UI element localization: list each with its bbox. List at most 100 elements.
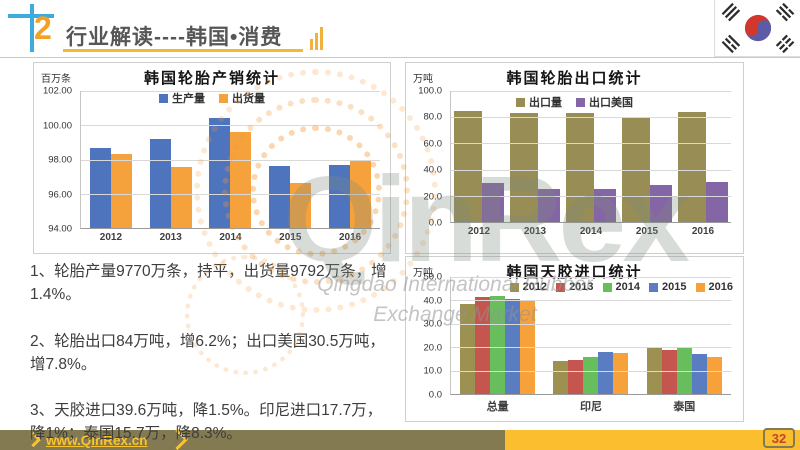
plot-area: 2012 2013 2014 2015 2016 — [80, 91, 380, 243]
bar-出货量-2013 — [170, 167, 192, 228]
gridline — [81, 193, 380, 195]
bar-出口量-2013 — [510, 112, 538, 222]
gridline — [81, 91, 380, 92]
chart-panel-rubber-imports: 万吨 韩国天胶进口统计 2012 2013 2014 2015 2016 50.0 40.… — [405, 256, 744, 422]
chart-legend: 生产量 出货量 — [34, 90, 390, 106]
legend-item: 2014 — [602, 281, 641, 293]
legend-label: 2016 — [708, 281, 733, 293]
x-tick-label: 印尼 — [579, 401, 602, 413]
legend-label: 2012 — [522, 281, 548, 293]
y-tick-label: 60.0 — [423, 138, 443, 150]
legend-item: 出货量 — [219, 90, 265, 106]
bars-row — [209, 91, 252, 228]
x-tick-label: 泰国 — [673, 401, 696, 413]
y-axis-unit: 百万条 — [41, 74, 71, 85]
bar-2013-总量 — [475, 296, 491, 394]
legend-item: 2012 — [509, 281, 548, 293]
y-tick-label: 100.00 — [42, 120, 72, 131]
gridline — [451, 323, 731, 325]
legend-label: 出口美国 — [589, 97, 633, 109]
y-tick-label: 94.00 — [48, 223, 72, 235]
page-title: 行业解读----韩国•消费 — [66, 26, 283, 49]
legend-item: 出口量 — [516, 94, 562, 110]
gridline — [451, 169, 731, 171]
legend-item: 出口美国 — [576, 94, 633, 110]
chart-title: 韩国天胶进口统计 — [506, 264, 643, 281]
gridline — [81, 159, 380, 161]
legend-swatch — [219, 93, 228, 103]
bar-出货量-2012 — [110, 154, 132, 228]
bar-出口美国-2015 — [650, 184, 672, 222]
x-tick-label: 2014 — [219, 232, 242, 243]
bars-row — [149, 91, 192, 228]
bar-2013-印尼 — [568, 360, 584, 394]
bar-出口量-2012 — [454, 110, 482, 222]
chart-title: 韩国轮胎出口统计 — [506, 70, 643, 87]
bar-生产量-2012 — [89, 147, 111, 228]
footer-url[interactable]: www.QinRex.cn — [46, 432, 148, 448]
bar-groups: 总量 印尼 泰国 — [451, 277, 731, 413]
bars-row — [553, 277, 629, 394]
bar-group: 2014 — [566, 91, 616, 237]
x-tick-label: 2015 — [279, 232, 302, 243]
footer-bar-right — [505, 430, 800, 450]
x-tick-label: 2012 — [99, 232, 123, 243]
bar-group: 印尼 — [553, 277, 629, 413]
y-tick-label: 0.0 — [428, 217, 442, 229]
bar-生产量-2013 — [149, 138, 171, 228]
chart-legend: 出口量 出口美国 — [406, 94, 743, 110]
x-tick-label: 2013 — [159, 232, 182, 243]
bars-row — [454, 91, 504, 222]
x-tick-label: 2014 — [579, 226, 603, 237]
chart-legend: 2012 2013 2014 2015 2016 — [509, 281, 733, 293]
y-tick-label: 96.00 — [48, 189, 72, 200]
bar-group: 2013 — [149, 91, 192, 243]
legend-item: 2013 — [556, 281, 594, 293]
gridline — [451, 370, 731, 372]
legend-label: 2015 — [662, 281, 687, 293]
legend-swatch — [576, 97, 585, 107]
bar-出货量-2014 — [230, 132, 252, 228]
bar-出口量-2016 — [678, 111, 706, 222]
gridline — [451, 195, 731, 197]
bar-2014-总量 — [490, 295, 506, 394]
bars-row — [622, 91, 672, 222]
bar-groups: 2012 2013 2014 2015 2016 — [451, 91, 731, 237]
bar-出口美国-2014 — [594, 189, 616, 222]
bar-2012-印尼 — [553, 361, 569, 394]
legend-item: 2016 — [695, 281, 733, 293]
legend-item: 2015 — [649, 281, 687, 293]
title-underline — [63, 49, 303, 52]
x-tick-label: 2013 — [523, 226, 547, 237]
bars-row — [510, 91, 560, 222]
bars-icon — [310, 26, 330, 50]
note-item: 2、轮胎出口84万吨，增6.2%；出口美国30.5万吨，增7.8%。 — [30, 332, 385, 373]
header-separator — [0, 57, 800, 58]
gridline — [451, 117, 731, 119]
gridline — [451, 277, 731, 278]
gridline — [81, 125, 380, 127]
note-item: 1、轮胎产量9770万条，持平，出货量9792万条，增1.4%。 — [30, 263, 387, 304]
y-tick-label: 40.0 — [423, 164, 443, 176]
bar-生产量-2016 — [329, 164, 351, 228]
gridline — [451, 143, 731, 145]
bar-2015-总量 — [505, 299, 521, 394]
y-tick-label: 0.0 — [428, 389, 442, 401]
y-tick-label: 10.0 — [423, 365, 443, 377]
legend-label: 出货量 — [232, 93, 265, 105]
y-tick-label: 98.00 — [48, 154, 72, 166]
y-axis: 50.0 40.0 30.0 20.0 10.0 0.0 — [406, 272, 446, 401]
legend-swatch — [695, 282, 705, 292]
y-axis-unit: 万吨 — [413, 268, 433, 279]
gridline — [451, 91, 731, 92]
bar-2012-总量 — [460, 303, 476, 394]
bars-row — [460, 277, 536, 394]
bar-生产量-2015 — [269, 165, 291, 228]
y-tick-label: 80.0 — [423, 111, 443, 123]
bar-2013-泰国 — [661, 349, 677, 394]
legend-label: 2014 — [615, 281, 641, 293]
x-tick-label: 总量 — [486, 401, 509, 413]
legend-label: 2013 — [569, 281, 594, 293]
y-axis-unit: 万吨 — [413, 74, 433, 85]
